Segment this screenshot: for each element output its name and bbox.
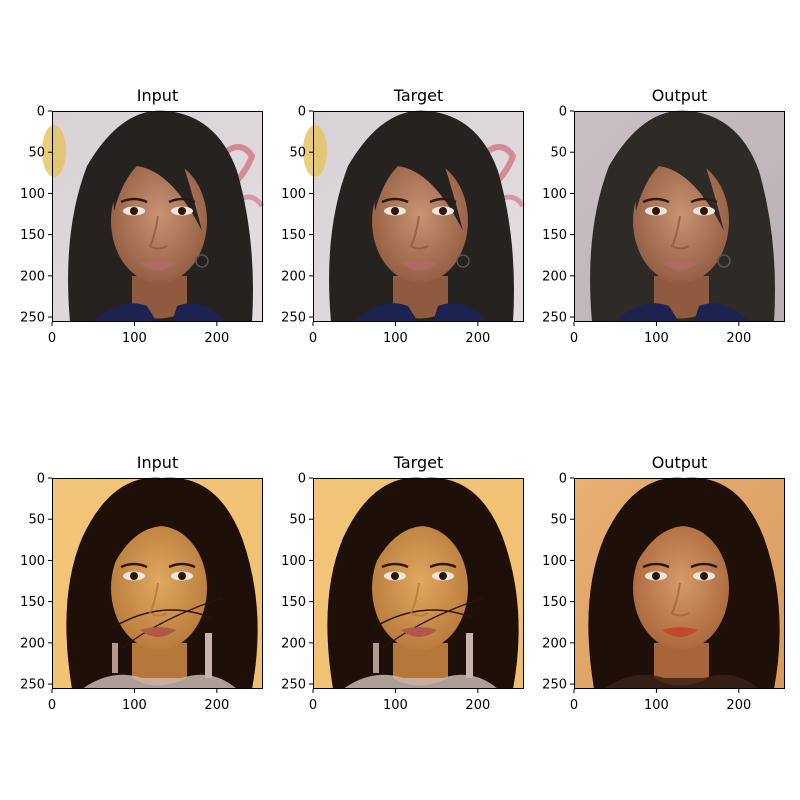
y-tick-label: 0 — [37, 105, 45, 120]
x-tick-label: 200 — [726, 698, 751, 713]
y-tick-label: 250 — [542, 678, 567, 693]
y-tick-label: 50 — [550, 513, 567, 528]
image-panel: Output 0 100 200 0 50 100 150 200 250 — [542, 86, 785, 346]
x-tick-label: 200 — [204, 698, 229, 713]
axes-frame — [313, 478, 524, 689]
photo-image — [52, 477, 263, 689]
axes-frame — [313, 111, 524, 322]
photo-image — [313, 477, 524, 689]
photo-image — [574, 477, 785, 689]
y-tick-label: 100 — [542, 187, 567, 202]
y-tick-label: 250 — [542, 311, 567, 326]
y-tick-label: 100 — [20, 554, 45, 569]
panel-title: Target — [393, 453, 444, 472]
y-tick-label: 50 — [28, 513, 45, 528]
y-tick-label: 200 — [281, 269, 306, 284]
axes: 0 100 200 0 50 100 150 200 250 — [281, 472, 524, 713]
y-tick-label: 0 — [298, 105, 306, 120]
panel-title: Input — [136, 453, 179, 472]
x-tick-label: 100 — [122, 698, 147, 713]
y-tick-label: 50 — [28, 146, 45, 161]
y-tick-label: 50 — [550, 146, 567, 161]
x-tick-label: 100 — [644, 698, 669, 713]
y-tick-label: 150 — [281, 595, 306, 610]
y-tick-label: 150 — [20, 595, 45, 610]
image-panel: Target 0 100 200 0 50 100 150 200 250 — [281, 86, 526, 346]
axes: 0 100 200 0 50 100 150 200 250 — [281, 105, 526, 346]
y-tick-label: 100 — [542, 554, 567, 569]
y-tick-label: 100 — [20, 187, 45, 202]
y-tick-label: 200 — [20, 636, 45, 651]
y-tick-label: 150 — [542, 228, 567, 243]
x-tick-label: 0 — [570, 331, 578, 346]
axes-frame — [52, 478, 263, 689]
x-tick-label: 100 — [383, 331, 408, 346]
panel-title: Output — [651, 86, 708, 105]
panel-title: Target — [393, 86, 444, 105]
image-panel: Input 0 100 200 0 50 100 150 200 250 — [20, 453, 263, 713]
photo-image — [574, 110, 785, 322]
axes-frame — [52, 111, 263, 322]
x-tick-label: 0 — [48, 698, 56, 713]
y-tick-label: 250 — [281, 678, 306, 693]
photo-image — [303, 110, 526, 322]
y-tick-label: 200 — [20, 269, 45, 284]
y-tick-label: 200 — [542, 636, 567, 651]
y-tick-label: 100 — [281, 187, 306, 202]
x-tick-label: 100 — [644, 331, 669, 346]
axes-frame — [574, 478, 785, 689]
y-tick-label: 50 — [289, 146, 306, 161]
x-tick-label: 0 — [309, 698, 317, 713]
axes: 0 100 200 0 50 100 150 200 250 — [20, 472, 263, 713]
x-tick-label: 0 — [570, 698, 578, 713]
y-tick-label: 150 — [542, 595, 567, 610]
panel-title: Input — [136, 86, 179, 105]
axes: 0 100 200 0 50 100 150 200 250 — [542, 105, 785, 346]
y-tick-label: 0 — [37, 472, 45, 487]
x-tick-label: 200 — [465, 698, 490, 713]
image-panel: Target 0 100 200 0 50 100 150 200 250 — [281, 453, 524, 713]
x-tick-label: 200 — [726, 331, 751, 346]
y-tick-label: 250 — [281, 311, 306, 326]
y-tick-label: 50 — [289, 513, 306, 528]
x-tick-label: 200 — [465, 331, 490, 346]
y-tick-label: 200 — [281, 636, 306, 651]
axes: 0 100 200 0 50 100 150 200 250 — [542, 472, 785, 713]
y-tick-label: 150 — [20, 228, 45, 243]
x-tick-label: 0 — [48, 331, 56, 346]
y-tick-label: 150 — [281, 228, 306, 243]
y-tick-label: 200 — [542, 269, 567, 284]
panel-title: Output — [651, 453, 708, 472]
image-panel: Input 0 100 200 0 50 100 150 200 250 — [20, 86, 265, 346]
y-tick-label: 100 — [281, 554, 306, 569]
y-tick-label: 0 — [559, 105, 567, 120]
axes: 0 100 200 0 50 100 150 200 250 — [20, 105, 265, 346]
y-tick-label: 250 — [20, 678, 45, 693]
y-tick-label: 0 — [559, 472, 567, 487]
y-tick-label: 0 — [298, 472, 306, 487]
x-tick-label: 100 — [122, 331, 147, 346]
photo-image — [42, 110, 265, 322]
image-panel: Output 0 100 200 0 50 100 150 200 250 — [542, 453, 785, 713]
axes-frame — [574, 111, 785, 322]
x-tick-label: 200 — [204, 331, 229, 346]
y-tick-label: 250 — [20, 311, 45, 326]
x-tick-label: 0 — [309, 331, 317, 346]
x-tick-label: 100 — [383, 698, 408, 713]
